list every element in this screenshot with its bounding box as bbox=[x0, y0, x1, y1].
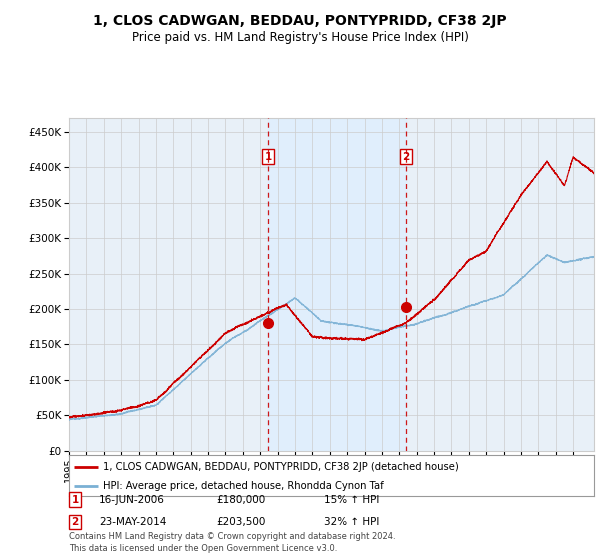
Bar bbox=[268, 118, 406, 451]
Text: HPI: Average price, detached house, Rhondda Cynon Taf: HPI: Average price, detached house, Rhon… bbox=[103, 480, 384, 491]
Text: Price paid vs. HM Land Registry's House Price Index (HPI): Price paid vs. HM Land Registry's House … bbox=[131, 31, 469, 44]
Text: 2: 2 bbox=[403, 152, 410, 162]
Text: £180,000: £180,000 bbox=[216, 494, 265, 505]
Text: 16-JUN-2006: 16-JUN-2006 bbox=[99, 494, 165, 505]
Text: 1: 1 bbox=[71, 494, 79, 505]
Text: 1, CLOS CADWGAN, BEDDAU, PONTYPRIDD, CF38 2JP (detached house): 1, CLOS CADWGAN, BEDDAU, PONTYPRIDD, CF3… bbox=[103, 461, 459, 472]
Text: Contains HM Land Registry data © Crown copyright and database right 2024.
This d: Contains HM Land Registry data © Crown c… bbox=[69, 532, 395, 553]
Text: 15% ↑ HPI: 15% ↑ HPI bbox=[324, 494, 379, 505]
Text: 32% ↑ HPI: 32% ↑ HPI bbox=[324, 517, 379, 527]
Text: 1: 1 bbox=[265, 152, 272, 162]
Text: 1, CLOS CADWGAN, BEDDAU, PONTYPRIDD, CF38 2JP: 1, CLOS CADWGAN, BEDDAU, PONTYPRIDD, CF3… bbox=[93, 14, 507, 28]
Text: 2: 2 bbox=[71, 517, 79, 527]
Text: £203,500: £203,500 bbox=[216, 517, 265, 527]
Text: 23-MAY-2014: 23-MAY-2014 bbox=[99, 517, 166, 527]
